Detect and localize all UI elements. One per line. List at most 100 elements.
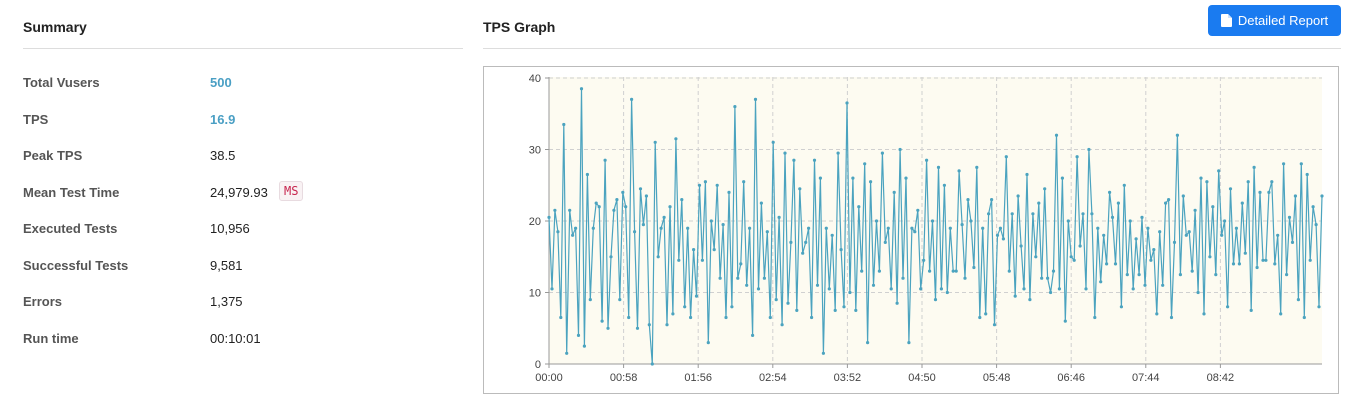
tps-data-point <box>795 308 799 312</box>
tps-data-point <box>789 240 793 244</box>
tps-data-point <box>1054 133 1059 137</box>
tps-data-point <box>1205 180 1209 184</box>
tps-data-point <box>650 362 654 366</box>
tps-data-point <box>1175 133 1179 137</box>
tps-data-point <box>942 183 946 187</box>
tps-data-point <box>1093 315 1097 320</box>
tps-data-point <box>1004 155 1008 159</box>
tps-data-point <box>948 226 952 230</box>
tps-data-point <box>1167 198 1171 202</box>
tps-data-point <box>1305 172 1309 177</box>
tps-data-point <box>1028 298 1032 302</box>
tps-data-point <box>715 183 719 187</box>
tps-data-point <box>706 341 710 345</box>
tps-data-point <box>606 326 610 330</box>
tps-data-point <box>845 101 849 105</box>
tps-chart-svg: 0 10 20 30 40 00:00 00:58 01:56 02:54 03:52 04:50 0… <box>529 73 1324 384</box>
tps-data-point <box>969 219 973 223</box>
tps-data-point <box>990 198 994 202</box>
tps-data-point <box>1158 230 1162 234</box>
tps-data-point <box>1072 258 1076 262</box>
detailed-report-button[interactable]: Detailed Report <box>1208 5 1341 36</box>
stat-value: 9,581 <box>210 258 243 273</box>
tps-data-point <box>739 262 743 266</box>
tps-data-point <box>830 233 834 237</box>
tps-data-point <box>907 341 911 345</box>
tps-data-point <box>692 248 696 252</box>
tps-data-point <box>730 305 734 309</box>
tps-data-point <box>1199 176 1203 180</box>
tps-data-point <box>966 198 970 202</box>
tps-data-point <box>576 333 581 337</box>
tps-data-point <box>762 276 766 280</box>
tps-data-point <box>736 276 740 280</box>
y-tick-label: 0 <box>535 359 541 371</box>
tps-data-point <box>1172 240 1177 244</box>
tps-data-point <box>1010 212 1014 216</box>
tps-data-point <box>627 315 631 320</box>
tps-data-point <box>1049 290 1053 295</box>
tps-data-point <box>1237 262 1241 266</box>
tps-data-point <box>574 226 578 230</box>
tps-data-point <box>774 298 778 302</box>
tps-data-point <box>1019 244 1023 248</box>
tps-data-point <box>839 248 843 252</box>
tps-data-point <box>1320 194 1324 198</box>
tps-data-point <box>1161 283 1165 287</box>
tps-data-point <box>783 151 787 155</box>
tps-data-point <box>1296 298 1300 302</box>
tps-data-point <box>895 301 899 305</box>
tps-data-point <box>1190 269 1194 273</box>
tps-data-point <box>886 226 890 230</box>
tps-data-point <box>1231 262 1236 266</box>
tps-data-point <box>689 315 693 320</box>
tps-data-point <box>925 158 929 162</box>
tps-data-point <box>951 269 955 273</box>
tps-data-point <box>1308 258 1312 262</box>
tps-data-point <box>854 308 858 312</box>
tps-data-point <box>1119 305 1123 309</box>
tps-data-point <box>1001 237 1006 241</box>
tps-data-point <box>585 172 589 177</box>
tps-data-point <box>1223 219 1227 223</box>
tps-data-point <box>1037 201 1041 205</box>
stat-label: Mean Test Time <box>23 185 120 200</box>
x-tick-label: 01:56 <box>684 372 712 384</box>
tps-data-point <box>1057 287 1061 291</box>
tps-data-point <box>1311 205 1315 209</box>
tps-data-point <box>1302 315 1306 320</box>
tps-data-point <box>1234 226 1238 230</box>
x-tick-label: 02:54 <box>759 372 787 384</box>
tps-data-point <box>1043 187 1047 191</box>
tps-data-point <box>712 248 716 252</box>
tps-data-point <box>874 219 879 223</box>
tps-data-point <box>1261 258 1265 262</box>
tps-data-point <box>936 165 941 169</box>
tps-data-point <box>621 190 625 194</box>
tps-data-point <box>1287 215 1292 219</box>
tps-data-point <box>630 97 634 101</box>
tps-data-point <box>1066 219 1070 223</box>
tps-data-point <box>1128 219 1132 223</box>
stat-value: 16.9 <box>210 112 236 127</box>
tps-data-point <box>1102 233 1106 237</box>
tps-data-point <box>1105 262 1109 266</box>
tps-data-point <box>647 323 651 327</box>
tps-data-point <box>759 201 763 205</box>
tps-data-point <box>880 151 884 155</box>
tps-data-point <box>1276 233 1280 237</box>
tps-data-point <box>827 287 831 291</box>
tps-data-point <box>842 305 846 309</box>
x-tick-label: 03:52 <box>834 372 862 384</box>
tps-data-point <box>933 298 938 302</box>
tps-data-point <box>1226 305 1230 309</box>
tps-data-point <box>807 226 811 230</box>
tps-data-point <box>984 312 988 316</box>
tps-data-point <box>656 255 660 259</box>
tps-data-point <box>1290 240 1295 244</box>
tps-data-point <box>1122 183 1126 187</box>
tps-data-point <box>913 230 917 234</box>
tps-data-point <box>1137 273 1141 277</box>
tps-data-point <box>871 283 876 287</box>
tps-data-point <box>1149 258 1153 262</box>
